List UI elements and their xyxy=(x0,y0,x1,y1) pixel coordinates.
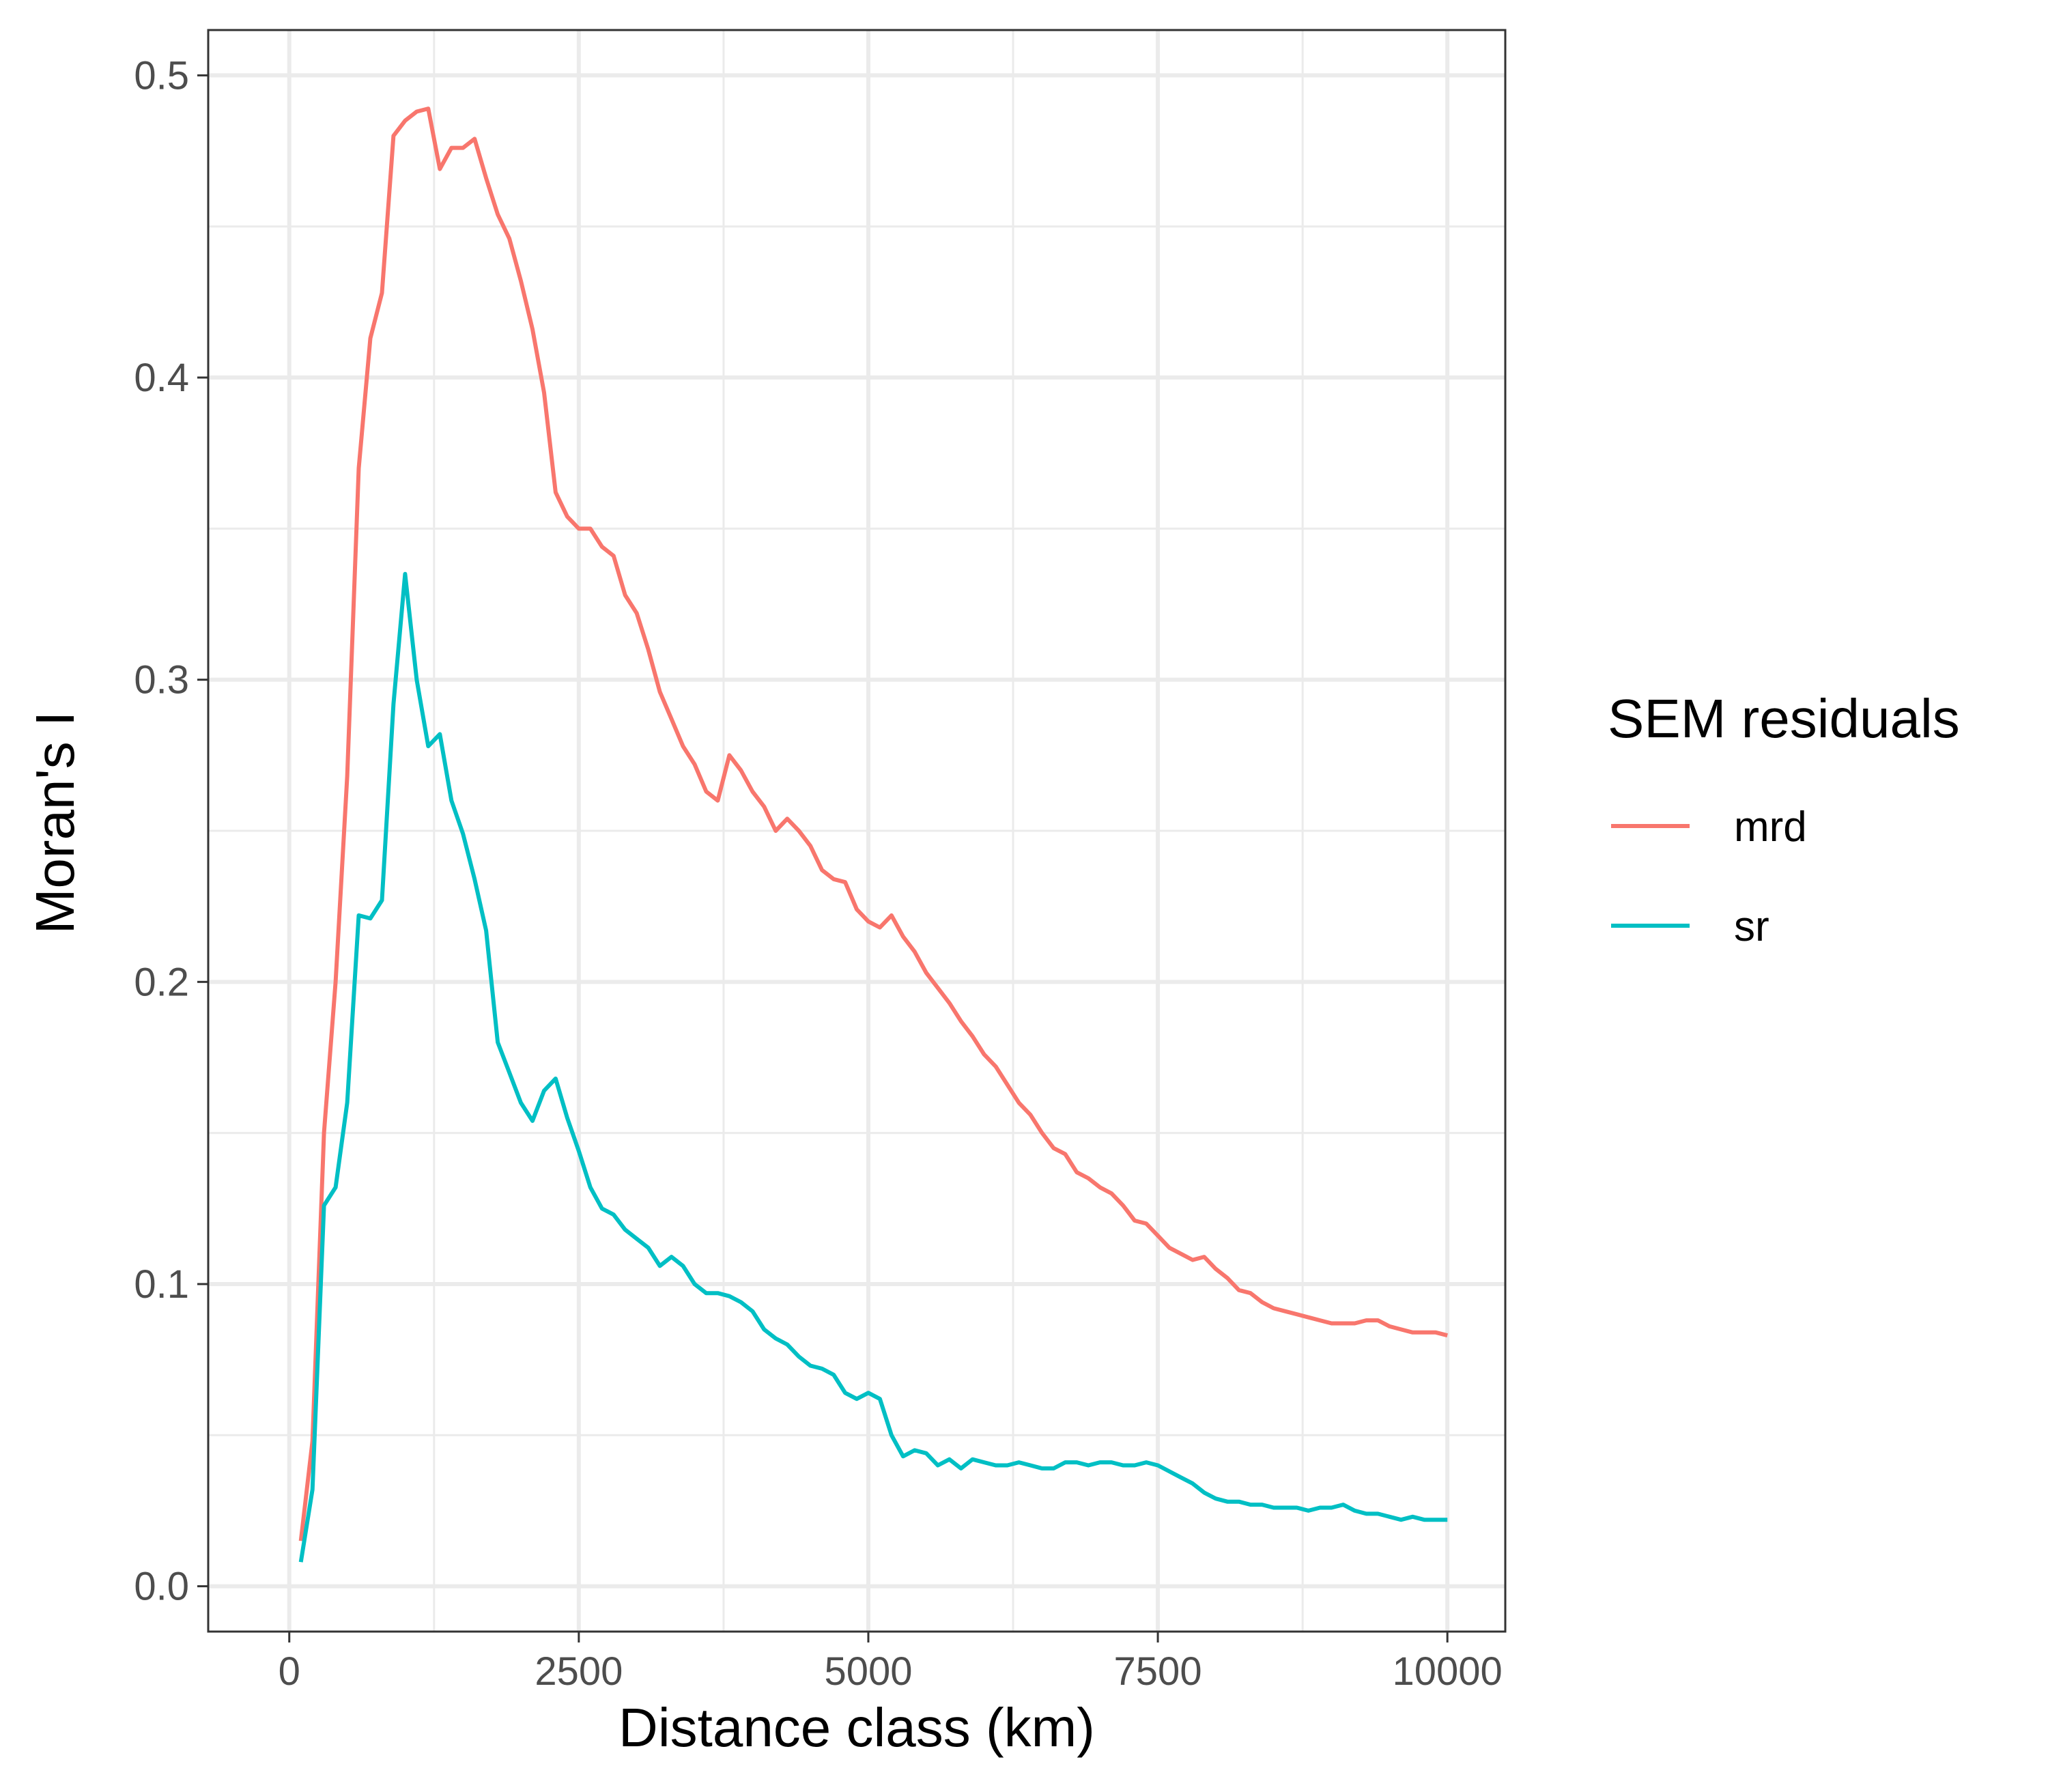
legend: SEM residuals mrd sr xyxy=(1608,688,1960,950)
y-tick-label: 0.2 xyxy=(134,960,189,1004)
y-tick-label: 0.5 xyxy=(134,53,189,98)
y-tick-label: 0.1 xyxy=(134,1262,189,1307)
x-axis-title: Distance class (km) xyxy=(618,1697,1095,1758)
legend-label-mrd: mrd xyxy=(1734,803,1807,851)
x-axis: 0 2500 5000 7500 10000 xyxy=(279,1632,1503,1694)
series-lines xyxy=(298,106,1448,1563)
series-line-mrd xyxy=(298,106,1448,1541)
series-line-sr xyxy=(298,571,1448,1563)
y-tick-label: 0.4 xyxy=(134,356,189,400)
panel-border xyxy=(207,29,1507,1633)
y-tick-label: 0.0 xyxy=(134,1565,189,1609)
x-tick-label: 0 xyxy=(279,1649,300,1694)
x-tick-label: 2500 xyxy=(535,1649,623,1694)
x-tick-label: 10000 xyxy=(1393,1649,1503,1694)
legend-title: SEM residuals xyxy=(1608,688,1960,749)
major-gridlines xyxy=(208,30,1505,1632)
y-axis-title: Moran's I xyxy=(25,711,85,934)
x-tick-label: 7500 xyxy=(1114,1649,1202,1694)
y-tick-label: 0.3 xyxy=(134,658,189,702)
legend-label-sr: sr xyxy=(1734,903,1769,950)
x-tick-label: 5000 xyxy=(824,1649,912,1694)
panel-frame xyxy=(207,29,1507,1633)
y-axis: 0.0 0.1 0.2 0.3 0.4 0.5 xyxy=(134,53,208,1609)
minor-gridlines xyxy=(208,30,1505,1632)
